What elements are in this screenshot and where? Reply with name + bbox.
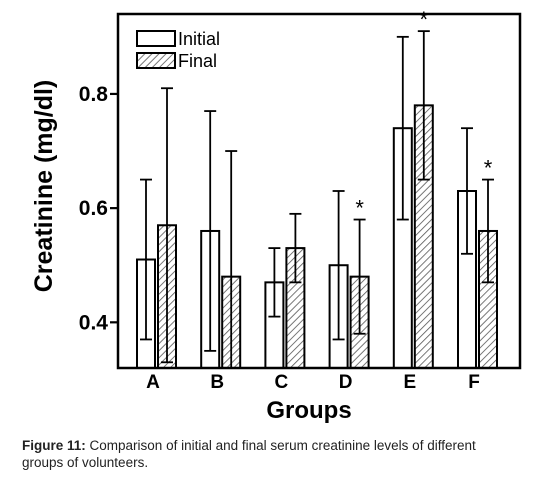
- y-axis-title: Creatinine (mg/dl): [30, 80, 58, 293]
- legend-swatch-initial: [136, 30, 176, 47]
- legend-label-final: Final: [178, 51, 217, 71]
- plot-frame: [116, 12, 522, 370]
- x-tick-label-c: C: [275, 372, 289, 393]
- x-axis-title: Groups: [266, 397, 351, 424]
- legend-swatch-final: [136, 52, 176, 69]
- legend-label-initial: Initial: [178, 29, 220, 49]
- figure-caption: Figure 11: Comparison of initial and fin…: [22, 437, 542, 471]
- y-tick-label-0: 0.4: [79, 311, 109, 334]
- creatinine-bar-chart: * * * A B C D E F 0.4 0.6 0.8 Creatinine (mg/dl) Gro…: [30, 7, 522, 424]
- x-tick-label-a: A: [146, 372, 160, 393]
- significance-marker-e: *: [420, 7, 429, 32]
- caption-text-line1: Comparison of initial and final serum cr…: [85, 438, 476, 453]
- significance-marker-d: *: [355, 196, 364, 221]
- x-tick-label-b: B: [210, 372, 224, 393]
- caption-text-line2: groups of volunteers.: [22, 455, 149, 470]
- y-tick-label-1: 0.6: [79, 197, 108, 220]
- x-tick-label-d: D: [339, 372, 353, 393]
- x-tick-label-f: F: [468, 372, 480, 393]
- y-tick-label-2: 0.8: [79, 83, 109, 106]
- caption-label: Figure 11:: [22, 438, 86, 453]
- x-tick-label-e: E: [403, 372, 416, 393]
- significance-marker-f: *: [484, 156, 493, 181]
